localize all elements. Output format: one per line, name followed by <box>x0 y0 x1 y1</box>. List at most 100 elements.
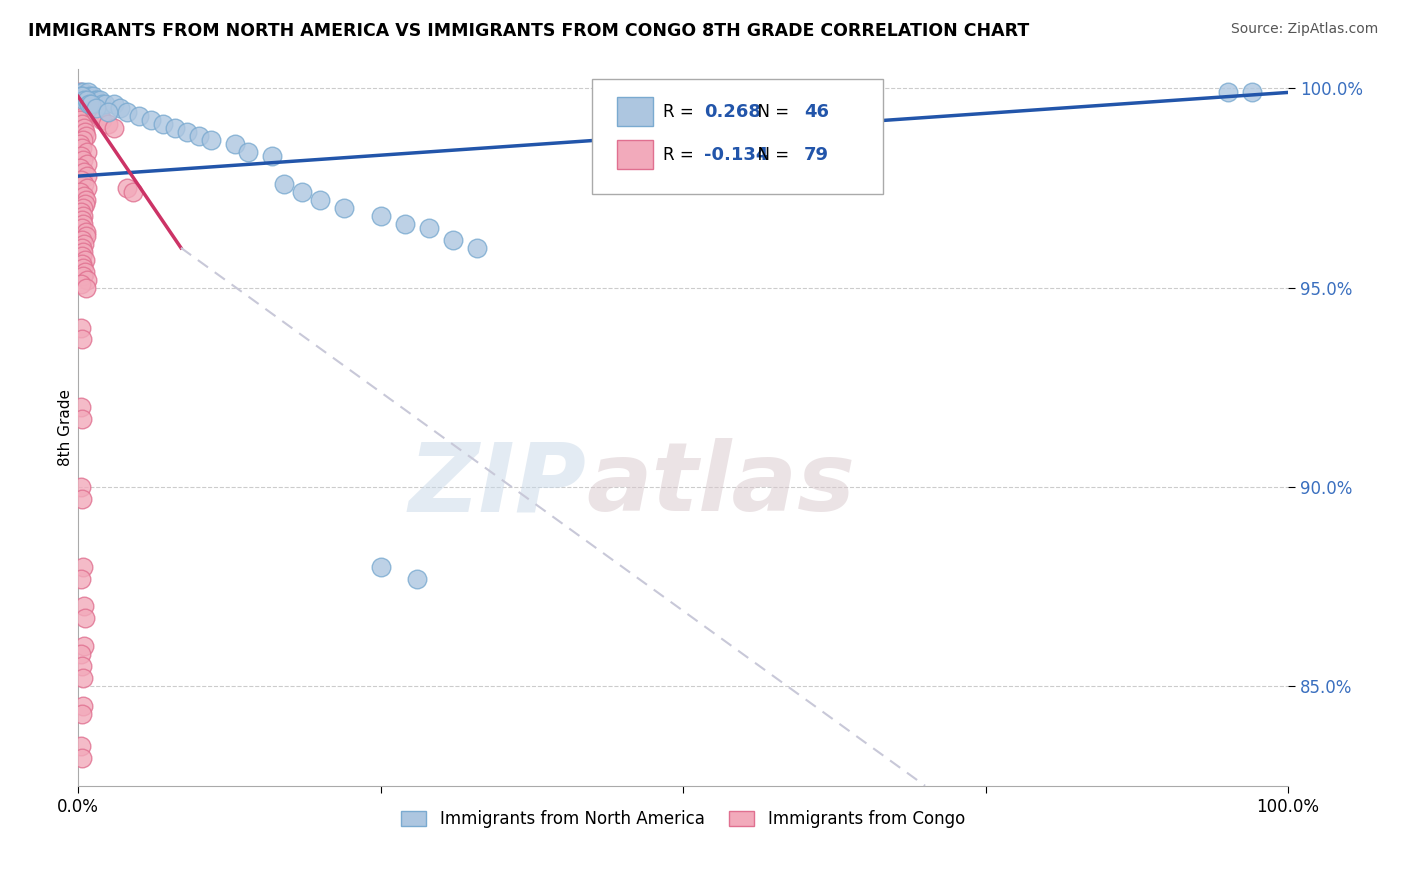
Point <box>76 86 98 100</box>
Point <box>75 225 97 239</box>
Text: Source: ZipAtlas.com: Source: ZipAtlas.com <box>1230 22 1378 37</box>
Point <box>91 97 114 112</box>
Point <box>97 117 120 131</box>
Point <box>97 105 120 120</box>
Point <box>75 129 97 144</box>
Point <box>72 217 94 231</box>
Point <box>441 233 464 247</box>
Point <box>72 244 94 259</box>
Point <box>110 101 132 115</box>
Point <box>1240 86 1263 100</box>
Point <box>75 611 97 625</box>
Bar <box>617 140 652 169</box>
Point <box>75 265 97 279</box>
Point <box>72 201 94 215</box>
Point <box>69 401 91 415</box>
Point <box>82 101 104 115</box>
Point <box>73 165 96 179</box>
Text: 79: 79 <box>804 145 830 163</box>
Point <box>75 97 97 112</box>
Point <box>76 94 98 108</box>
Point <box>333 201 356 215</box>
Point <box>70 659 93 673</box>
Point <box>73 189 96 203</box>
Point <box>128 109 150 123</box>
Point <box>72 94 94 108</box>
Point <box>69 648 91 662</box>
Legend: Immigrants from North America, Immigrants from Congo: Immigrants from North America, Immigrant… <box>395 804 972 835</box>
Text: 46: 46 <box>804 103 830 120</box>
Point <box>91 113 114 128</box>
Point <box>69 89 91 103</box>
Point <box>82 89 104 103</box>
Point <box>394 217 416 231</box>
Text: R =: R = <box>662 145 699 163</box>
Point <box>70 141 93 155</box>
Point <box>84 105 107 120</box>
Bar <box>617 97 652 126</box>
Point <box>72 109 94 123</box>
Text: ZIP: ZIP <box>408 438 586 531</box>
Point <box>69 161 91 175</box>
Point <box>76 101 98 115</box>
Point <box>84 101 107 115</box>
Point <box>370 209 392 223</box>
Point <box>121 185 143 199</box>
Text: IMMIGRANTS FROM NORTH AMERICA VS IMMIGRANTS FROM CONGO 8TH GRADE CORRELATION CHA: IMMIGRANTS FROM NORTH AMERICA VS IMMIGRA… <box>28 22 1029 40</box>
Point <box>89 109 111 123</box>
Point <box>70 233 93 247</box>
Point <box>152 117 174 131</box>
Point <box>72 221 94 235</box>
Point <box>75 89 97 103</box>
Point <box>89 94 111 108</box>
Point <box>72 153 94 168</box>
Point <box>70 277 93 291</box>
Point <box>72 121 94 136</box>
Point <box>76 145 98 160</box>
Point <box>139 113 162 128</box>
Point <box>73 252 96 267</box>
Point <box>73 640 96 654</box>
Point <box>260 149 283 163</box>
Point <box>76 157 98 171</box>
Point <box>70 241 93 255</box>
Point <box>70 117 93 131</box>
Point <box>103 97 125 112</box>
Point <box>72 260 94 275</box>
Point <box>76 94 98 108</box>
Point <box>72 249 94 263</box>
Point <box>291 185 314 199</box>
Point <box>84 94 107 108</box>
Point <box>75 281 97 295</box>
Point <box>72 209 94 223</box>
Point <box>79 89 101 103</box>
Point <box>224 137 246 152</box>
FancyBboxPatch shape <box>592 79 883 194</box>
Point <box>93 97 115 112</box>
Point <box>70 173 93 187</box>
Point <box>69 185 91 199</box>
Point <box>103 121 125 136</box>
Point <box>79 97 101 112</box>
Point <box>72 671 94 685</box>
Point <box>115 105 138 120</box>
Point <box>163 121 186 136</box>
Point <box>70 333 93 347</box>
Point <box>236 145 259 160</box>
Point <box>69 480 91 494</box>
Point <box>69 113 91 128</box>
Point <box>188 129 211 144</box>
Point <box>273 177 295 191</box>
Point <box>72 268 94 283</box>
Point <box>72 133 94 147</box>
Text: N =: N = <box>747 145 794 163</box>
Point <box>75 228 97 243</box>
Point <box>70 149 93 163</box>
Point <box>72 86 94 100</box>
Point <box>72 213 94 227</box>
Point <box>76 169 98 183</box>
Y-axis label: 8th Grade: 8th Grade <box>58 389 73 466</box>
Point <box>86 94 108 108</box>
Text: R =: R = <box>662 103 699 120</box>
Point <box>73 105 96 120</box>
